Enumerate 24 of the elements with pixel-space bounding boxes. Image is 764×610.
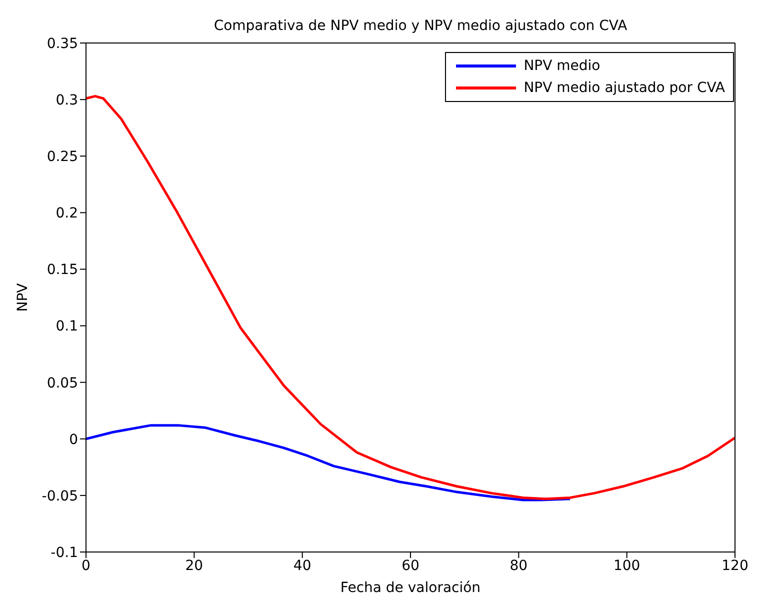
x-tick-label: 0 <box>82 558 90 574</box>
x-tick-label: 120 <box>722 558 748 574</box>
y-tick-label: -0.05 <box>42 488 78 504</box>
x-tick-label: 40 <box>293 558 312 574</box>
chart-title: Comparativa de NPV medio y NPV medio ajustado con CVA <box>212 18 628 34</box>
y-tick-label: 0 <box>69 432 78 448</box>
y-tick-label: 0.05 <box>46 375 78 392</box>
y-tick-label: 0.3 <box>56 92 78 109</box>
x-tick-label: 20 <box>185 558 204 574</box>
y-axis-title: NPV <box>14 282 31 312</box>
x-tick-label: 100 <box>613 558 640 574</box>
y-tick-label: 0.35 <box>46 36 78 52</box>
legend-label: NPV medio <box>524 58 600 74</box>
legend-label: NPV medio ajustado por CVA <box>524 80 725 96</box>
y-tick-label: 0.2 <box>56 206 78 222</box>
x-axis-title: Fecha de valoración <box>340 580 481 596</box>
x-tick-label: 80 <box>510 558 528 574</box>
y-tick-label: -0.1 <box>50 544 78 561</box>
x-tick-label: 60 <box>402 558 420 574</box>
line-series <box>86 424 572 502</box>
y-tick-label: 0.25 <box>46 149 78 166</box>
y-tick-label: 0.15 <box>46 262 78 278</box>
y-tick-label: 0.1 <box>56 318 78 335</box>
line-series <box>86 94 735 500</box>
